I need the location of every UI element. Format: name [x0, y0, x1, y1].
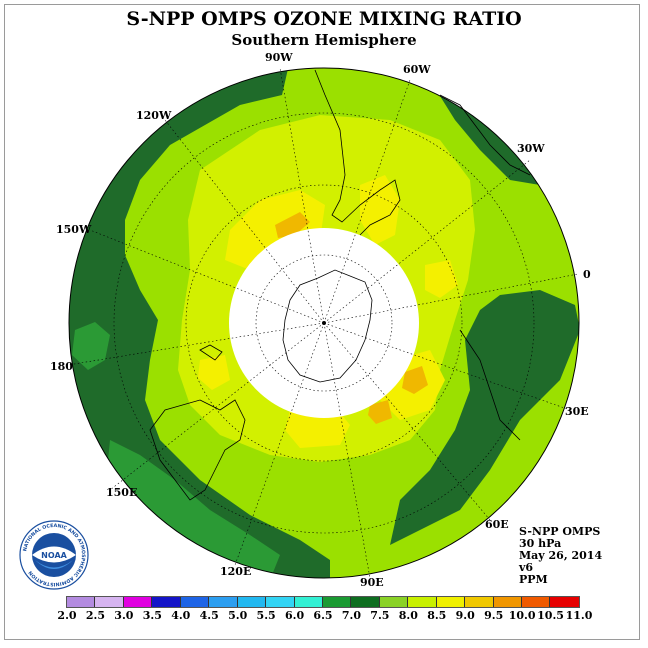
ozone-contour-fields: [69, 68, 579, 578]
colorbar-tick-label: 7.0: [341, 609, 362, 622]
latitude-circle-40s: [113, 112, 535, 534]
colorbar-swatch: [294, 597, 323, 607]
meridian-0: [323, 273, 579, 324]
colorbar-tick-label: 2.5: [85, 609, 106, 622]
lon-label-90w: 90W: [265, 51, 293, 64]
info-block: S-NPP OMPS 30 hPa May 26, 2014 v6 PPM: [519, 526, 602, 586]
lon-label-30e: 30E: [565, 405, 589, 418]
colorbar-tick-label: 6.5: [313, 609, 333, 622]
colorbar-labels: 2.0 2.5 3.0 3.5 4.0 4.5 5.0 5.5 6.0 6.5 7.0 7.5 8.0 8…: [0, 609, 648, 623]
colorbar-tick-label: 3.0: [114, 609, 134, 622]
meridian-90w: [279, 67, 325, 324]
colorbar-swatch: [550, 597, 579, 607]
colorbar-swatch: [351, 597, 380, 607]
colorbar-tick-label: 8.5: [427, 609, 447, 622]
latitude-circle-80s: [255, 254, 393, 392]
colorbar-tick-label: 5.0: [228, 609, 248, 622]
colorbar-swatch: [209, 597, 238, 607]
graticule: [67, 67, 579, 579]
lon-label-120w: 120W: [136, 109, 172, 122]
colorbar-tick-label: 10.0: [508, 609, 536, 622]
info-line-level: 30 hPa: [519, 537, 562, 550]
longitude-labels: 90W 60W 30W 0 30E 60E 90E 120E 150E 180 …: [50, 51, 591, 589]
colorbar-swatch: [95, 597, 124, 607]
colorbar-swatch: [180, 597, 210, 607]
colorbar: [66, 596, 580, 608]
lon-label-90e: 90E: [360, 576, 384, 589]
colorbar-swatch: [436, 597, 466, 607]
colorbar-tick-label: 6.0: [284, 609, 305, 622]
colorbar-tick-label: 10.5: [537, 609, 564, 622]
colorbar-swatch: [493, 597, 522, 607]
lon-label-150e: 150E: [106, 486, 137, 499]
colorbar-tick-label: 8.0: [398, 609, 418, 622]
colorbar-tick-label: 4.0: [171, 609, 191, 622]
coast-australia: [149, 399, 246, 501]
colorbar-swatch: [237, 597, 267, 607]
lon-label-180: 180: [50, 360, 73, 373]
meridian-60e: [323, 322, 491, 521]
colorbar-tick-label: 7.5: [370, 609, 390, 622]
colorbar-tick-label: 4.5: [199, 609, 219, 622]
field-8-5-to-9-north-east: [360, 175, 400, 245]
colorbar-tick-label: 3.5: [142, 609, 162, 622]
noaa-logo: NATIONAL OCEANIC AND ATMOSPHERIC ADMINIS…: [19, 520, 89, 590]
map-border: [68, 67, 580, 579]
meridian-60w: [323, 79, 411, 324]
coast-east: [459, 329, 521, 441]
coast-africa: [439, 94, 531, 176]
info-line-instrument: S-NPP OMPS: [519, 525, 601, 538]
colorbar-swatch: [522, 597, 551, 607]
colorbar-swatch: [152, 597, 181, 607]
field-9-to-9-5-southeast: [368, 400, 392, 424]
field-8-5-to-9-west: [198, 355, 230, 390]
colorbar-swatch: [67, 597, 96, 607]
meridian-120w: [164, 119, 325, 324]
figure-frame: [4, 4, 640, 640]
meridian-120e: [234, 322, 325, 566]
coast-new-zealand: [199, 344, 223, 361]
coast-antarctica: [282, 269, 373, 383]
colorbar-swatch: [465, 597, 494, 607]
lon-label-30w: 30W: [517, 142, 545, 155]
colorbar-tick-label: 9.0: [455, 609, 475, 622]
lon-label-60e: 60E: [485, 518, 509, 531]
lon-label-0: 0: [583, 268, 591, 281]
colorbar-swatch: [408, 597, 437, 607]
colorbar-swatch: [123, 597, 153, 607]
field-dark-green-east: [390, 290, 579, 545]
colorbar-tick-label: 2.0: [57, 609, 77, 622]
field-9-to-9-5-north: [275, 212, 310, 238]
info-line-units: PPM: [519, 573, 548, 586]
field-mid-green-west: [72, 322, 110, 370]
map-subtitle: Southern Hemisphere: [231, 31, 417, 49]
colorbar-swatch: [379, 597, 409, 607]
lon-label-60w: 60W: [403, 63, 431, 76]
map-title: S-NPP OMPS OZONE MIXING RATIO: [126, 8, 522, 30]
latitude-circle-60s: [185, 184, 463, 462]
meridian-150e: [109, 322, 325, 491]
info-line-date: May 26, 2014: [519, 549, 603, 562]
colorbar-tick-label: 11.0: [565, 609, 593, 622]
meridian-30e: [323, 322, 571, 411]
lon-label-120e: 120E: [220, 565, 251, 578]
lon-label-150w: 150W: [56, 223, 92, 236]
south-pole-marker: [322, 321, 326, 325]
field-8-5-to-9-north: [225, 190, 325, 270]
colorbar-swatch: [322, 597, 352, 607]
colorbar-tick-label: 9.5: [484, 609, 504, 622]
coast-south-america: [314, 69, 401, 236]
meridian-180: [67, 322, 325, 366]
coastlines: [149, 69, 531, 501]
field-9-to-9-5-east: [402, 366, 428, 394]
logo-name: NOAA: [41, 551, 67, 560]
field-8-5-to-9-northeast-small: [425, 260, 458, 298]
colorbar-swatch: [266, 597, 295, 607]
colorbar-tick-label: 5.5: [256, 609, 276, 622]
info-line-version: v6: [519, 561, 534, 574]
